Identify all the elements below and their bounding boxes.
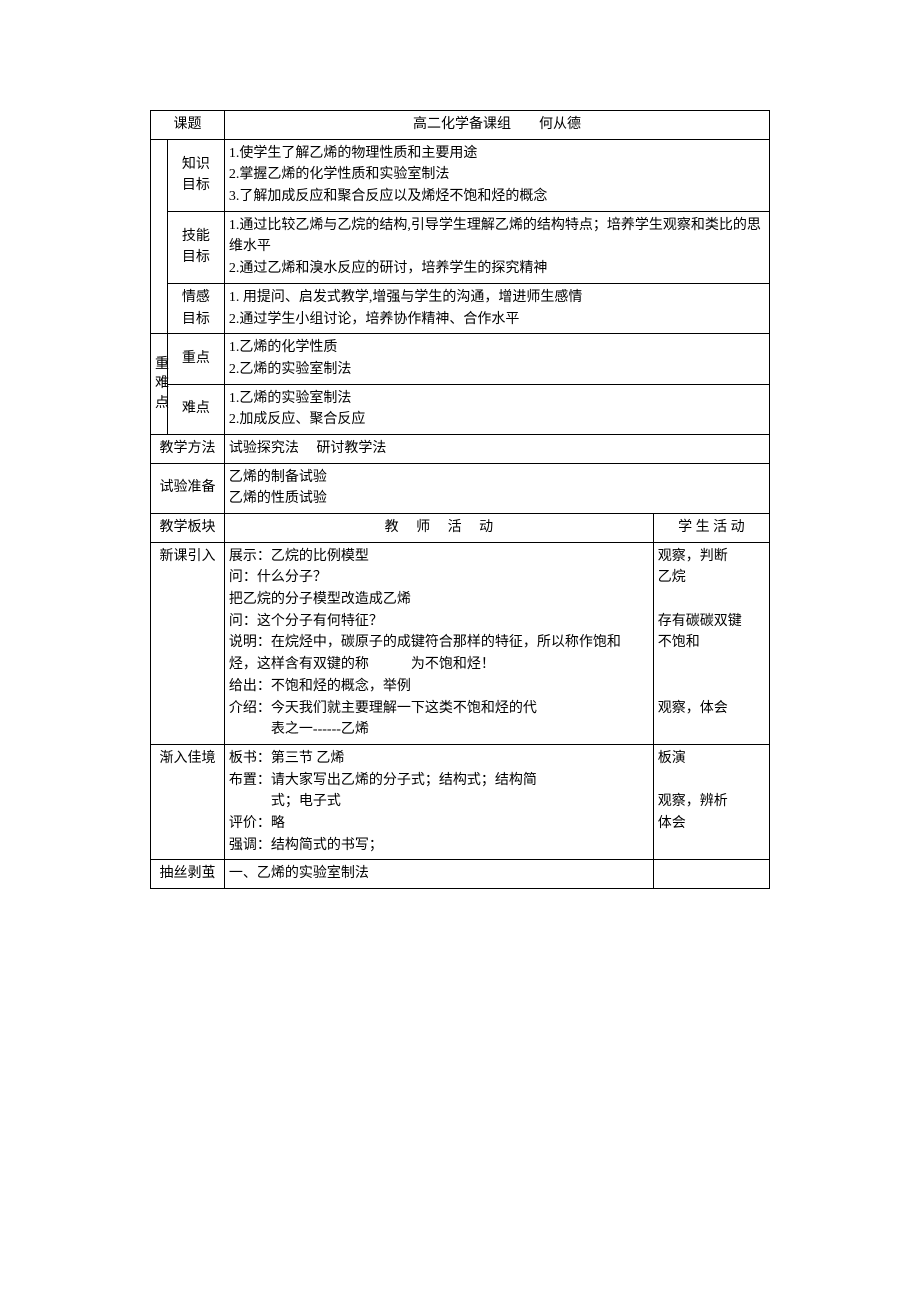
row-student-0: 观察，判断 乙烷 存有碳碳双键 不饱和 观察，体会 (653, 542, 769, 744)
row-teacher-1: 板书：第三节 乙烯 布置：请大家写出乙烯的分子式；结构式；结构简 式；电子式 评… (224, 744, 653, 859)
label-qinggan: 情感 目标 (167, 283, 224, 333)
col-bankuai: 教学板块 (151, 514, 225, 543)
content-zhongdian: 1.乙烯的化学性质 2.乙烯的实验室制法 (224, 334, 769, 384)
label-prep: 试验准备 (151, 463, 225, 513)
label-method: 教学方法 (151, 434, 225, 463)
label-zhishi: 知识 目标 (167, 139, 224, 211)
content-jineng: 1.通过比较乙烯与乙烷的结构,引导学生理解乙烯的结构特点；培养学生观察和类比的思… (224, 211, 769, 283)
content-qinggan: 1. 用提问、启发式教学,增强与学生的沟通，增进师生感情 2.通过学生小组讨论，… (224, 283, 769, 333)
label-keti: 课题 (151, 111, 225, 140)
content-zhishi: 1.使学生了解乙烯的物理性质和主要用途 2.掌握乙烯的化学性质和实验室制法 3.… (224, 139, 769, 211)
value-keti: 高二化学备课组 何从德 (224, 111, 769, 140)
row-teacher-2: 一、乙烯的实验室制法 (224, 860, 653, 889)
row-bankuai-2: 抽丝剥茧 (151, 860, 225, 889)
row-bankuai-0: 新课引入 (151, 542, 225, 744)
lesson-plan-table: 课题 高二化学备课组 何从德 知识 目标 1.使学生了解乙烯的物理性质和主要用途… (150, 110, 770, 889)
value-method: 试验探究法 研讨教学法 (224, 434, 769, 463)
value-prep: 乙烯的制备试验 乙烯的性质试验 (224, 463, 769, 513)
col-student: 学 生 活 动 (653, 514, 769, 543)
label-jineng: 技能 目标 (167, 211, 224, 283)
row-student-2 (653, 860, 769, 889)
goals-group (151, 139, 168, 334)
label-nandian: 难点 (167, 384, 224, 434)
row-student-1: 板演 观察，辨析 体会 (653, 744, 769, 859)
row-teacher-0: 展示：乙烷的比例模型 问：什么分子？ 把乙烷的分子模型改造成乙烯 问：这个分子有… (224, 542, 653, 744)
col-teacher: 教 师 活 动 (224, 514, 653, 543)
content-nandian: 1.乙烯的实验室制法 2.加成反应、聚合反应 (224, 384, 769, 434)
keypoints-group: 重 难 点 (151, 334, 168, 435)
row-bankuai-1: 渐入佳境 (151, 744, 225, 859)
label-zhongdian: 重点 (167, 334, 224, 384)
